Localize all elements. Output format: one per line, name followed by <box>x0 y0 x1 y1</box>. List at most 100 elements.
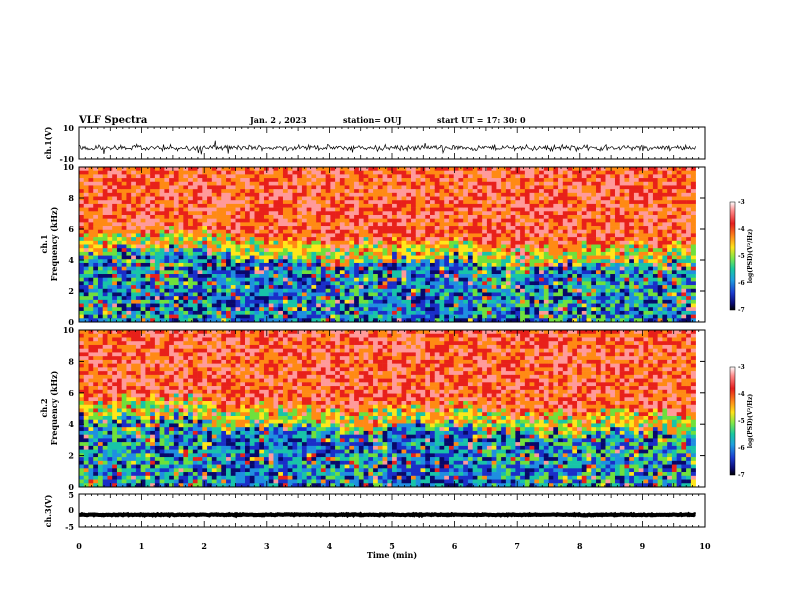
ch1-spec-cell <box>122 245 127 249</box>
ch1-spec-cell <box>155 292 160 296</box>
ch1-spec-cell <box>250 311 255 315</box>
ch1-spec-cell <box>345 189 350 193</box>
ch1-spec-cell <box>160 270 165 274</box>
ch1-spec-cell <box>326 278 331 282</box>
ch1-spec-cell <box>530 230 535 234</box>
ch1-spec-cell <box>245 289 250 293</box>
ch1-spec-cell <box>587 289 592 293</box>
ch1-spec-cell <box>283 256 288 260</box>
ch1-spec-cell <box>93 230 98 234</box>
ch1-spec-cell <box>188 289 193 293</box>
ch1-spec-cell <box>620 292 625 296</box>
ch1-spec-cell <box>278 230 283 234</box>
ch1-spec-cell <box>482 296 487 300</box>
ch1-spec-cell <box>392 300 397 304</box>
ch1-spec-cell <box>278 307 283 311</box>
ch1-spec-cell <box>624 289 629 293</box>
ch1-spec-cell <box>544 197 549 201</box>
ch1-spec-cell <box>364 219 369 223</box>
ch1-spec-cell <box>103 208 108 212</box>
ch1-spec-cell <box>202 178 207 182</box>
ch1-spec-cell <box>217 274 222 278</box>
ch1-spec-cell <box>572 281 577 285</box>
ch1-spec-cell <box>587 204 592 208</box>
ch1-spec-cell <box>198 256 203 260</box>
ch1-spec-cell <box>98 226 103 230</box>
ch1-waveform-line <box>79 141 696 155</box>
ch1-spec-cell <box>530 300 535 304</box>
ch1-spec-cell <box>515 281 520 285</box>
ch1-spec-cell <box>145 285 150 289</box>
ch1-spec-cell <box>601 267 606 271</box>
ch1-spec-cell <box>255 307 260 311</box>
ch1-spec-cell <box>117 300 122 304</box>
ch1-spec-cell <box>430 259 435 263</box>
ch1-spec-cell <box>496 189 501 193</box>
ch1-spec-cell <box>634 219 639 223</box>
ch1-spec-cell <box>126 267 131 271</box>
ch1-spec-cell <box>359 226 364 230</box>
ch1-spec-cell <box>425 200 430 204</box>
ch1-spec-cell <box>383 263 388 267</box>
ch1-spec-cell <box>84 200 89 204</box>
ch1-spec-cell <box>544 219 549 223</box>
ch1-spec-cell <box>629 263 634 267</box>
ch1-spec-cell <box>160 219 165 223</box>
ch1-spec-cell <box>188 300 193 304</box>
ch1-spec-cell <box>297 237 302 241</box>
ch1-spec-cell <box>577 174 582 178</box>
ch1-spec-cell <box>345 278 350 282</box>
ch1-spec-cell <box>292 300 297 304</box>
ch1-spec-cell <box>193 171 198 175</box>
ch1-spec-cell <box>506 245 511 249</box>
ch1-spec-cell <box>345 263 350 267</box>
ch1-spec-cell <box>93 200 98 204</box>
ch1-spec-cell <box>458 226 463 230</box>
ch1-spec-cell <box>359 311 364 315</box>
ch1-spec-cell <box>136 296 141 300</box>
ch1-spec-cell <box>226 219 231 223</box>
ch1-spec-cell <box>402 200 407 204</box>
ch1-spec-cell <box>572 230 577 234</box>
ch1-spec-cell <box>321 307 326 311</box>
ch1-spec-cell <box>188 208 193 212</box>
ch1-spec-cell <box>141 233 146 237</box>
ch1-spec-cell <box>117 248 122 252</box>
ch1-spec-cell <box>610 267 615 271</box>
ch1-spec-cell <box>558 230 563 234</box>
ch1-spec-cell <box>624 259 629 263</box>
ch1-spec-cell <box>103 274 108 278</box>
ch1-spec-cell <box>558 222 563 226</box>
ch1-spec-cell <box>207 193 212 197</box>
ch1-spec-cell <box>169 226 174 230</box>
ch1-spec-cell <box>84 304 89 308</box>
ch1-spec-cell <box>174 222 179 226</box>
ch1-spec-cell <box>629 270 634 274</box>
ch1-spec-cell <box>430 252 435 256</box>
ch1-spec-cell <box>269 174 274 178</box>
ch1-spec-cell <box>98 230 103 234</box>
ch1-spec-cell <box>549 237 554 241</box>
ch1-spec-cell <box>373 197 378 201</box>
ch1-spec-cell <box>468 289 473 293</box>
ch1-spec-cell <box>577 222 582 226</box>
ch1-spec-cell <box>321 270 326 274</box>
ch1-spec-cell <box>378 178 383 182</box>
ch1-spec-cell <box>615 233 620 237</box>
ch1-spec-cell <box>553 307 558 311</box>
ch1-spec-cell <box>117 307 122 311</box>
ch1-spec-cell <box>383 200 388 204</box>
ch1-spec-cell <box>605 211 610 215</box>
ch1-spec-cell <box>302 197 307 201</box>
ch1-spec-cell <box>582 270 587 274</box>
ch1-spec-cell <box>345 237 350 241</box>
ch1-spec-cell <box>473 215 478 219</box>
ch1-spec-cell <box>444 289 449 293</box>
ch1-spec-cell <box>397 245 402 249</box>
ch1-spec-cell <box>601 200 606 204</box>
ch1-spec-cell <box>610 241 615 245</box>
ch1-spec-cell <box>515 278 520 282</box>
ch1-spec-cell <box>98 263 103 267</box>
ch1-spec-cell <box>269 256 274 260</box>
ch1-spec-cell <box>236 237 241 241</box>
